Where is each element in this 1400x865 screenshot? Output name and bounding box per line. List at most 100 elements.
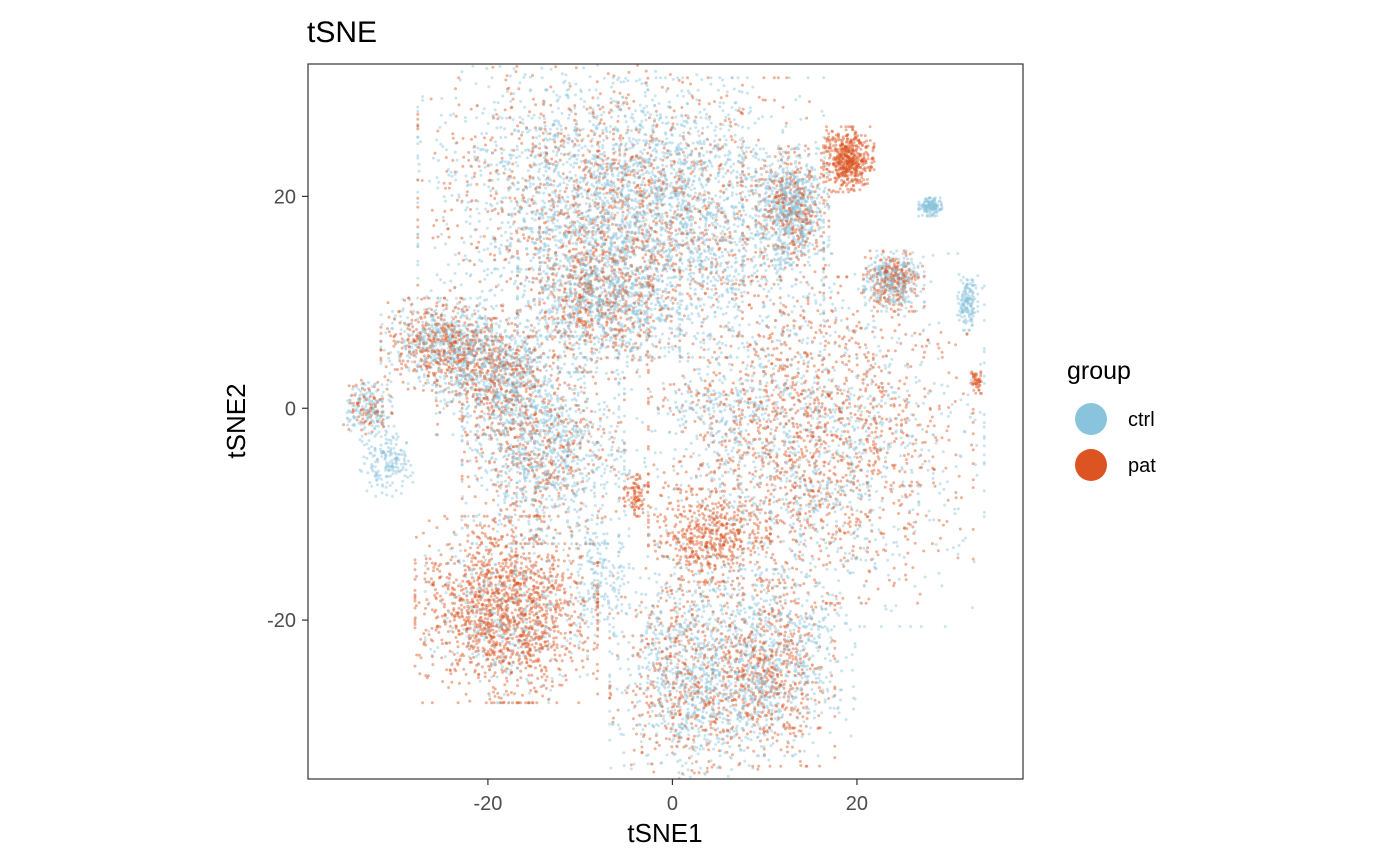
point-ctrl: [493, 383, 496, 387]
point-ctrl: [707, 719, 711, 723]
point-ctrl: [527, 522, 531, 526]
point-ctrl: [390, 494, 394, 498]
point-pat: [447, 572, 451, 576]
point-ctrl: [390, 363, 394, 367]
point-ctrl: [743, 495, 747, 499]
point-pat: [562, 502, 566, 506]
point-pat: [709, 539, 713, 543]
point-pat: [435, 361, 439, 365]
point-ctrl: [663, 346, 667, 350]
point-ctrl: [752, 366, 756, 370]
point-pat: [359, 378, 363, 382]
point-pat: [481, 428, 485, 432]
point-pat: [627, 70, 631, 74]
point-pat: [612, 716, 615, 720]
point-pat: [797, 161, 801, 165]
point-pat: [500, 405, 504, 409]
point-ctrl: [718, 195, 722, 199]
point-ctrl: [703, 653, 707, 657]
point-pat: [470, 137, 473, 141]
point-pat: [551, 235, 555, 239]
point-ctrl: [574, 410, 578, 413]
point-ctrl: [831, 377, 835, 381]
point-pat: [947, 341, 951, 345]
point-ctrl: [733, 240, 737, 244]
point-pat: [910, 489, 914, 493]
point-pat: [523, 613, 527, 617]
point-ctrl: [518, 361, 522, 365]
point-ctrl: [457, 193, 461, 197]
point-pat: [475, 524, 479, 527]
point-ctrl: [601, 202, 605, 206]
point-ctrl: [523, 348, 527, 351]
point-ctrl: [965, 278, 969, 281]
point-pat: [646, 674, 650, 678]
point-ctrl: [457, 262, 461, 266]
point-ctrl: [610, 85, 613, 89]
point-pat: [530, 593, 534, 596]
point-pat: [622, 635, 626, 638]
point-pat: [860, 326, 863, 330]
point-ctrl: [786, 216, 790, 220]
point-pat: [477, 601, 481, 605]
point-pat: [707, 748, 711, 752]
point-ctrl: [691, 355, 694, 359]
point-ctrl: [824, 164, 828, 168]
point-ctrl: [495, 126, 499, 130]
point-ctrl: [531, 256, 535, 260]
point-ctrl: [979, 362, 983, 366]
point-ctrl: [645, 234, 649, 238]
point-ctrl: [730, 105, 734, 109]
point-pat: [741, 453, 745, 457]
point-pat: [703, 379, 707, 383]
point-ctrl: [520, 130, 524, 134]
point-pat: [711, 55, 714, 58]
point-ctrl: [543, 482, 547, 486]
point-pat: [724, 788, 727, 791]
point-pat: [894, 257, 898, 261]
point-pat: [730, 539, 733, 543]
point-pat: [598, 107, 602, 111]
point-pat: [771, 661, 775, 665]
point-pat: [559, 486, 562, 490]
point-pat: [596, 564, 600, 568]
point-ctrl: [431, 383, 435, 387]
point-ctrl: [847, 387, 851, 391]
point-pat: [818, 764, 822, 768]
point-ctrl: [741, 243, 744, 247]
point-ctrl: [976, 304, 980, 308]
point-ctrl: [787, 648, 791, 652]
point-ctrl: [701, 331, 705, 335]
point-pat: [413, 599, 417, 603]
point-pat: [650, 788, 653, 791]
point-pat: [762, 76, 766, 80]
point-ctrl: [922, 401, 925, 405]
point-pat: [559, 601, 563, 605]
point-pat: [440, 638, 444, 642]
point-ctrl: [586, 305, 590, 309]
point-ctrl: [510, 496, 514, 500]
point-ctrl: [416, 109, 420, 113]
point-pat: [764, 384, 768, 388]
point-ctrl: [626, 580, 630, 584]
point-ctrl: [838, 500, 842, 504]
point-pat: [765, 551, 769, 554]
point-pat: [687, 526, 691, 530]
point-ctrl: [564, 398, 568, 402]
point-ctrl: [450, 661, 454, 665]
point-ctrl: [801, 553, 804, 557]
point-ctrl: [403, 474, 407, 478]
point-ctrl: [790, 284, 794, 288]
point-ctrl: [893, 266, 897, 270]
point-ctrl: [899, 436, 903, 440]
point-ctrl: [620, 472, 624, 476]
point-ctrl: [726, 250, 730, 254]
point-pat: [577, 260, 581, 264]
point-pat: [737, 736, 741, 740]
point-ctrl: [520, 339, 524, 343]
point-ctrl: [464, 354, 468, 358]
point-pat: [688, 562, 692, 566]
point-pat: [858, 546, 862, 550]
point-ctrl: [771, 263, 775, 267]
point-ctrl: [794, 689, 798, 693]
